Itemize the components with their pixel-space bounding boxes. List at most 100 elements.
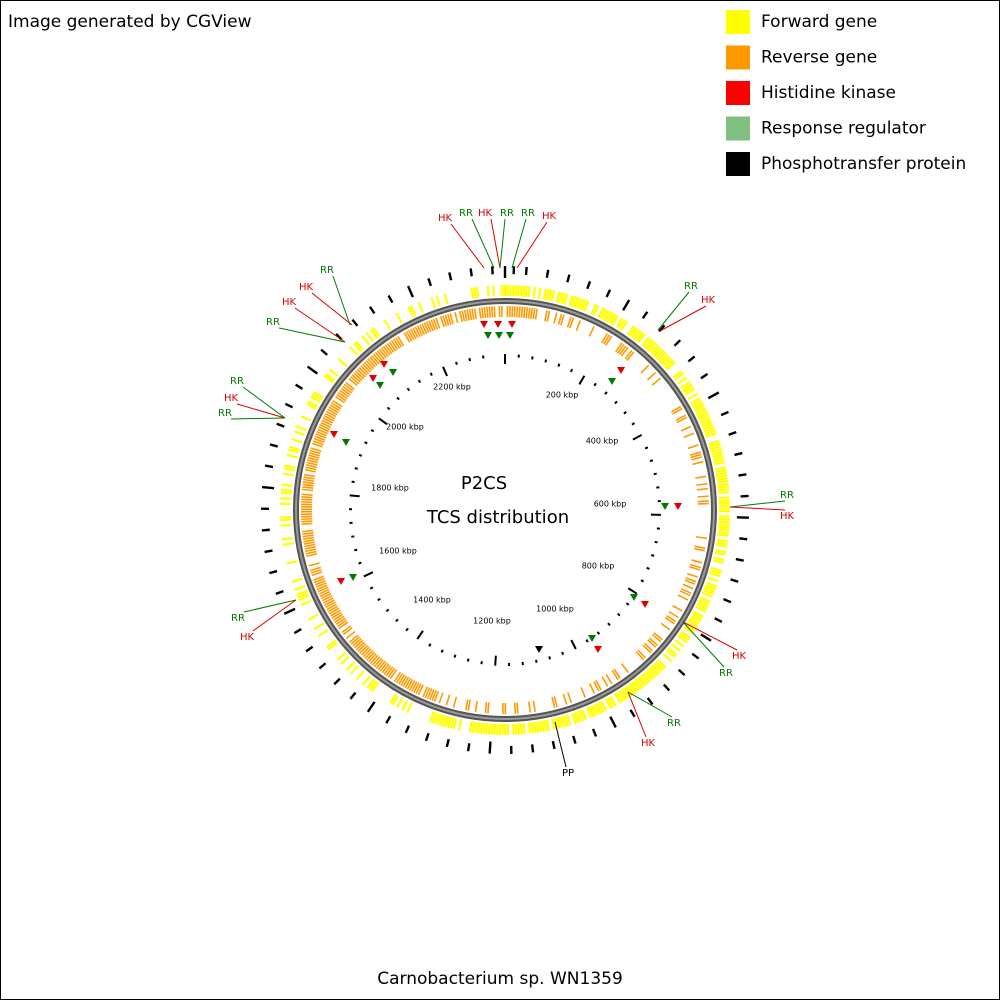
forward-gene [649, 666, 659, 676]
forward-gene [457, 719, 463, 731]
forward-gene [712, 455, 724, 461]
outer-tick [551, 740, 556, 750]
forward-gene [323, 374, 334, 384]
forward-gene [718, 520, 730, 524]
outer-tick [524, 266, 528, 276]
forward-gene [409, 305, 417, 317]
reverse-gene [516, 702, 519, 714]
forward-gene [514, 285, 518, 297]
reverse-gene [308, 451, 320, 457]
scale-label: 400 kbp [586, 437, 619, 446]
reverse-gene [438, 692, 444, 704]
reverse-gene [389, 669, 398, 680]
center-subtitle: TCS distribution [426, 507, 569, 528]
forward-gene [687, 392, 699, 401]
reverse-gene [314, 579, 326, 586]
reverse-gene [425, 321, 432, 333]
forward-gene [660, 355, 671, 365]
reverse-gene [367, 358, 376, 368]
reverse-gene [405, 331, 413, 342]
forward-gene [697, 601, 709, 608]
reverse-gene [588, 326, 595, 337]
forward-gene [328, 368, 339, 378]
reverse-gene [445, 694, 451, 706]
outer-tick [605, 289, 612, 298]
tcs-marker [389, 369, 397, 376]
scale-label: 600 kbp [594, 500, 627, 509]
forward-gene [396, 697, 404, 709]
callout-label: HK [282, 297, 297, 308]
reverse-gene [684, 579, 696, 585]
forward-gene [662, 653, 673, 663]
inner-tick [442, 366, 448, 377]
reverse-gene [368, 653, 377, 663]
forward-gene [558, 292, 564, 304]
forward-gene [712, 559, 724, 564]
reverse-gene [386, 342, 395, 353]
callout-label: HK [478, 208, 493, 219]
tcs-marker [484, 332, 492, 339]
inner-tick [644, 446, 649, 450]
reverse-gene [687, 444, 699, 450]
forward-gene [680, 381, 691, 390]
reverse-gene [377, 660, 386, 671]
reverse-gene [326, 603, 337, 611]
forward-gene [543, 720, 548, 732]
reverse-gene [679, 590, 691, 597]
inner-tick [627, 587, 638, 595]
outer-tick [264, 549, 273, 554]
forward-gene [366, 678, 376, 689]
reverse-gene [660, 622, 671, 631]
outer-tick [738, 473, 747, 477]
forward-gene [653, 347, 663, 358]
legend-label: Histidine kinase [761, 83, 896, 103]
reverse-gene [408, 680, 416, 691]
forward-gene [281, 483, 293, 487]
reverse-gene [342, 627, 353, 636]
outer-tick [387, 294, 394, 304]
outer-tick [728, 431, 737, 436]
outer-tick [566, 274, 571, 283]
reverse-gene [666, 615, 677, 623]
forward-gene [698, 414, 710, 421]
forward-gene [690, 615, 701, 623]
forward-gene [308, 613, 319, 621]
inner-tick [616, 612, 621, 617]
scale-label: 2000 kbp [386, 423, 424, 432]
reverse-gene [640, 364, 650, 374]
forward-gene [452, 718, 458, 730]
forward-gene [300, 599, 312, 607]
reverse-gene [424, 687, 431, 699]
tcs-marker [380, 361, 388, 368]
forward-gene [713, 458, 725, 463]
forward-gene [713, 556, 725, 562]
forward-gene [600, 700, 608, 712]
forward-gene [355, 340, 365, 351]
outer-tick [735, 557, 744, 562]
forward-gene [436, 713, 443, 726]
reverse-gene [423, 322, 430, 334]
reverse-gene [360, 646, 370, 656]
reverse-gene [314, 435, 326, 441]
reverse-gene [566, 316, 572, 328]
forward-gene [588, 706, 595, 718]
reverse-gene [307, 459, 319, 464]
reverse-gene [384, 344, 393, 355]
forward-gene [709, 442, 721, 448]
forward-gene [391, 694, 399, 706]
tcs-marker [376, 382, 384, 389]
reverse-gene [551, 696, 556, 709]
reverse-gene [588, 683, 596, 694]
forward-gene [349, 346, 359, 356]
reverse-gene [329, 607, 340, 615]
callout-line [243, 599, 297, 613]
reverse-gene [560, 314, 565, 326]
reverse-gene [411, 681, 418, 692]
reverse-gene [691, 456, 703, 461]
inner-tick [494, 655, 497, 666]
forward-gene [286, 453, 298, 459]
forward-gene [716, 538, 728, 543]
outer-tick [306, 365, 319, 375]
reverse-gene [426, 688, 433, 700]
